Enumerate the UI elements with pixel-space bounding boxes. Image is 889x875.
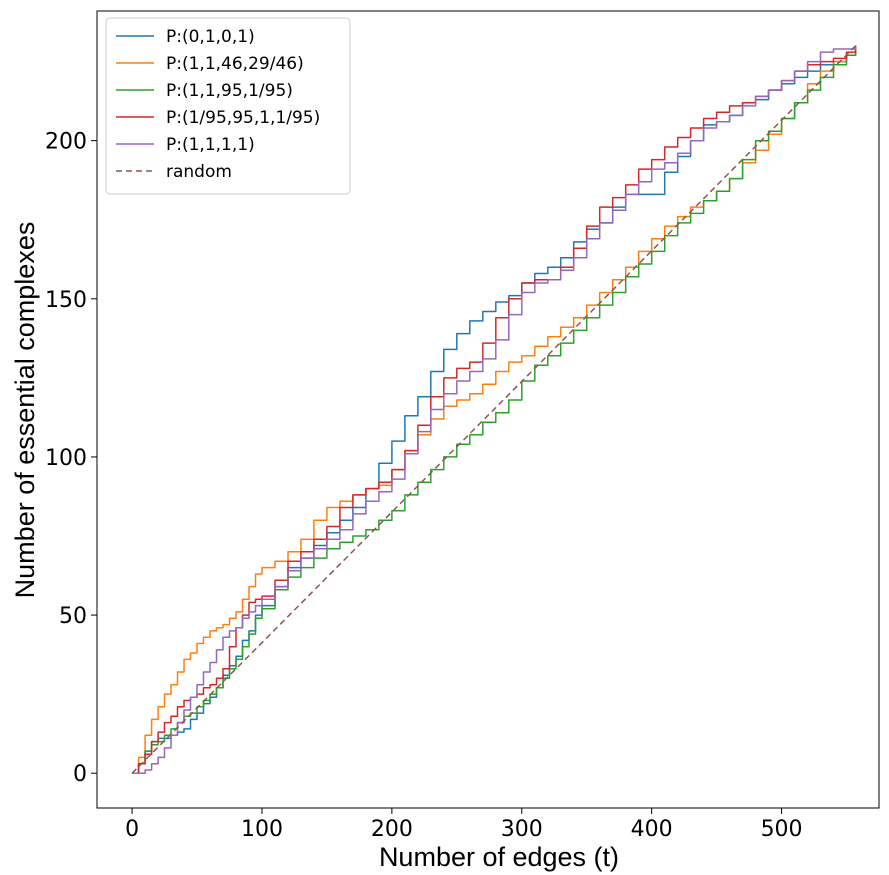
x-tick-label: 300 [501,817,543,842]
legend-label: P:(1,1,46,29/46) [166,54,304,74]
x-axis-ticks: 0 100 200 300 400 500 [125,808,803,842]
legend-label: P:(0,1,0,1) [166,27,255,47]
legend-label: P:(1/95,95,1,1/95) [166,108,320,128]
y-axis-label: Number of essential complexes [10,222,40,599]
y-axis-ticks: 0 50 100 150 200 [45,130,97,787]
x-axis-label: Number of edges (t) [379,842,619,872]
series-line-4 [132,45,857,774]
legend: P:(0,1,0,1) P:(1,1,46,29/46) P:(1,1,95,1/9… [105,17,351,195]
plot-frame [96,10,880,809]
y-tick-label: 0 [73,762,87,787]
y-tick-label: 200 [45,130,87,155]
legend-box [105,17,351,195]
x-tick-label: 100 [241,817,283,842]
x-tick-label: 0 [125,817,139,842]
y-tick-label: 150 [45,288,87,313]
legend-label: random [166,162,232,182]
series-line-5 [131,45,857,774]
plot-lines [131,45,857,774]
y-tick-label: 50 [59,604,87,629]
x-tick-label: 200 [371,817,413,842]
y-tick-label: 100 [45,446,87,471]
x-tick-label: 400 [631,817,673,842]
x-tick-label: 500 [761,817,803,842]
legend-label: P:(1,1,1,1) [166,135,255,155]
legend-label: P:(1,1,95,1/95) [166,81,293,101]
